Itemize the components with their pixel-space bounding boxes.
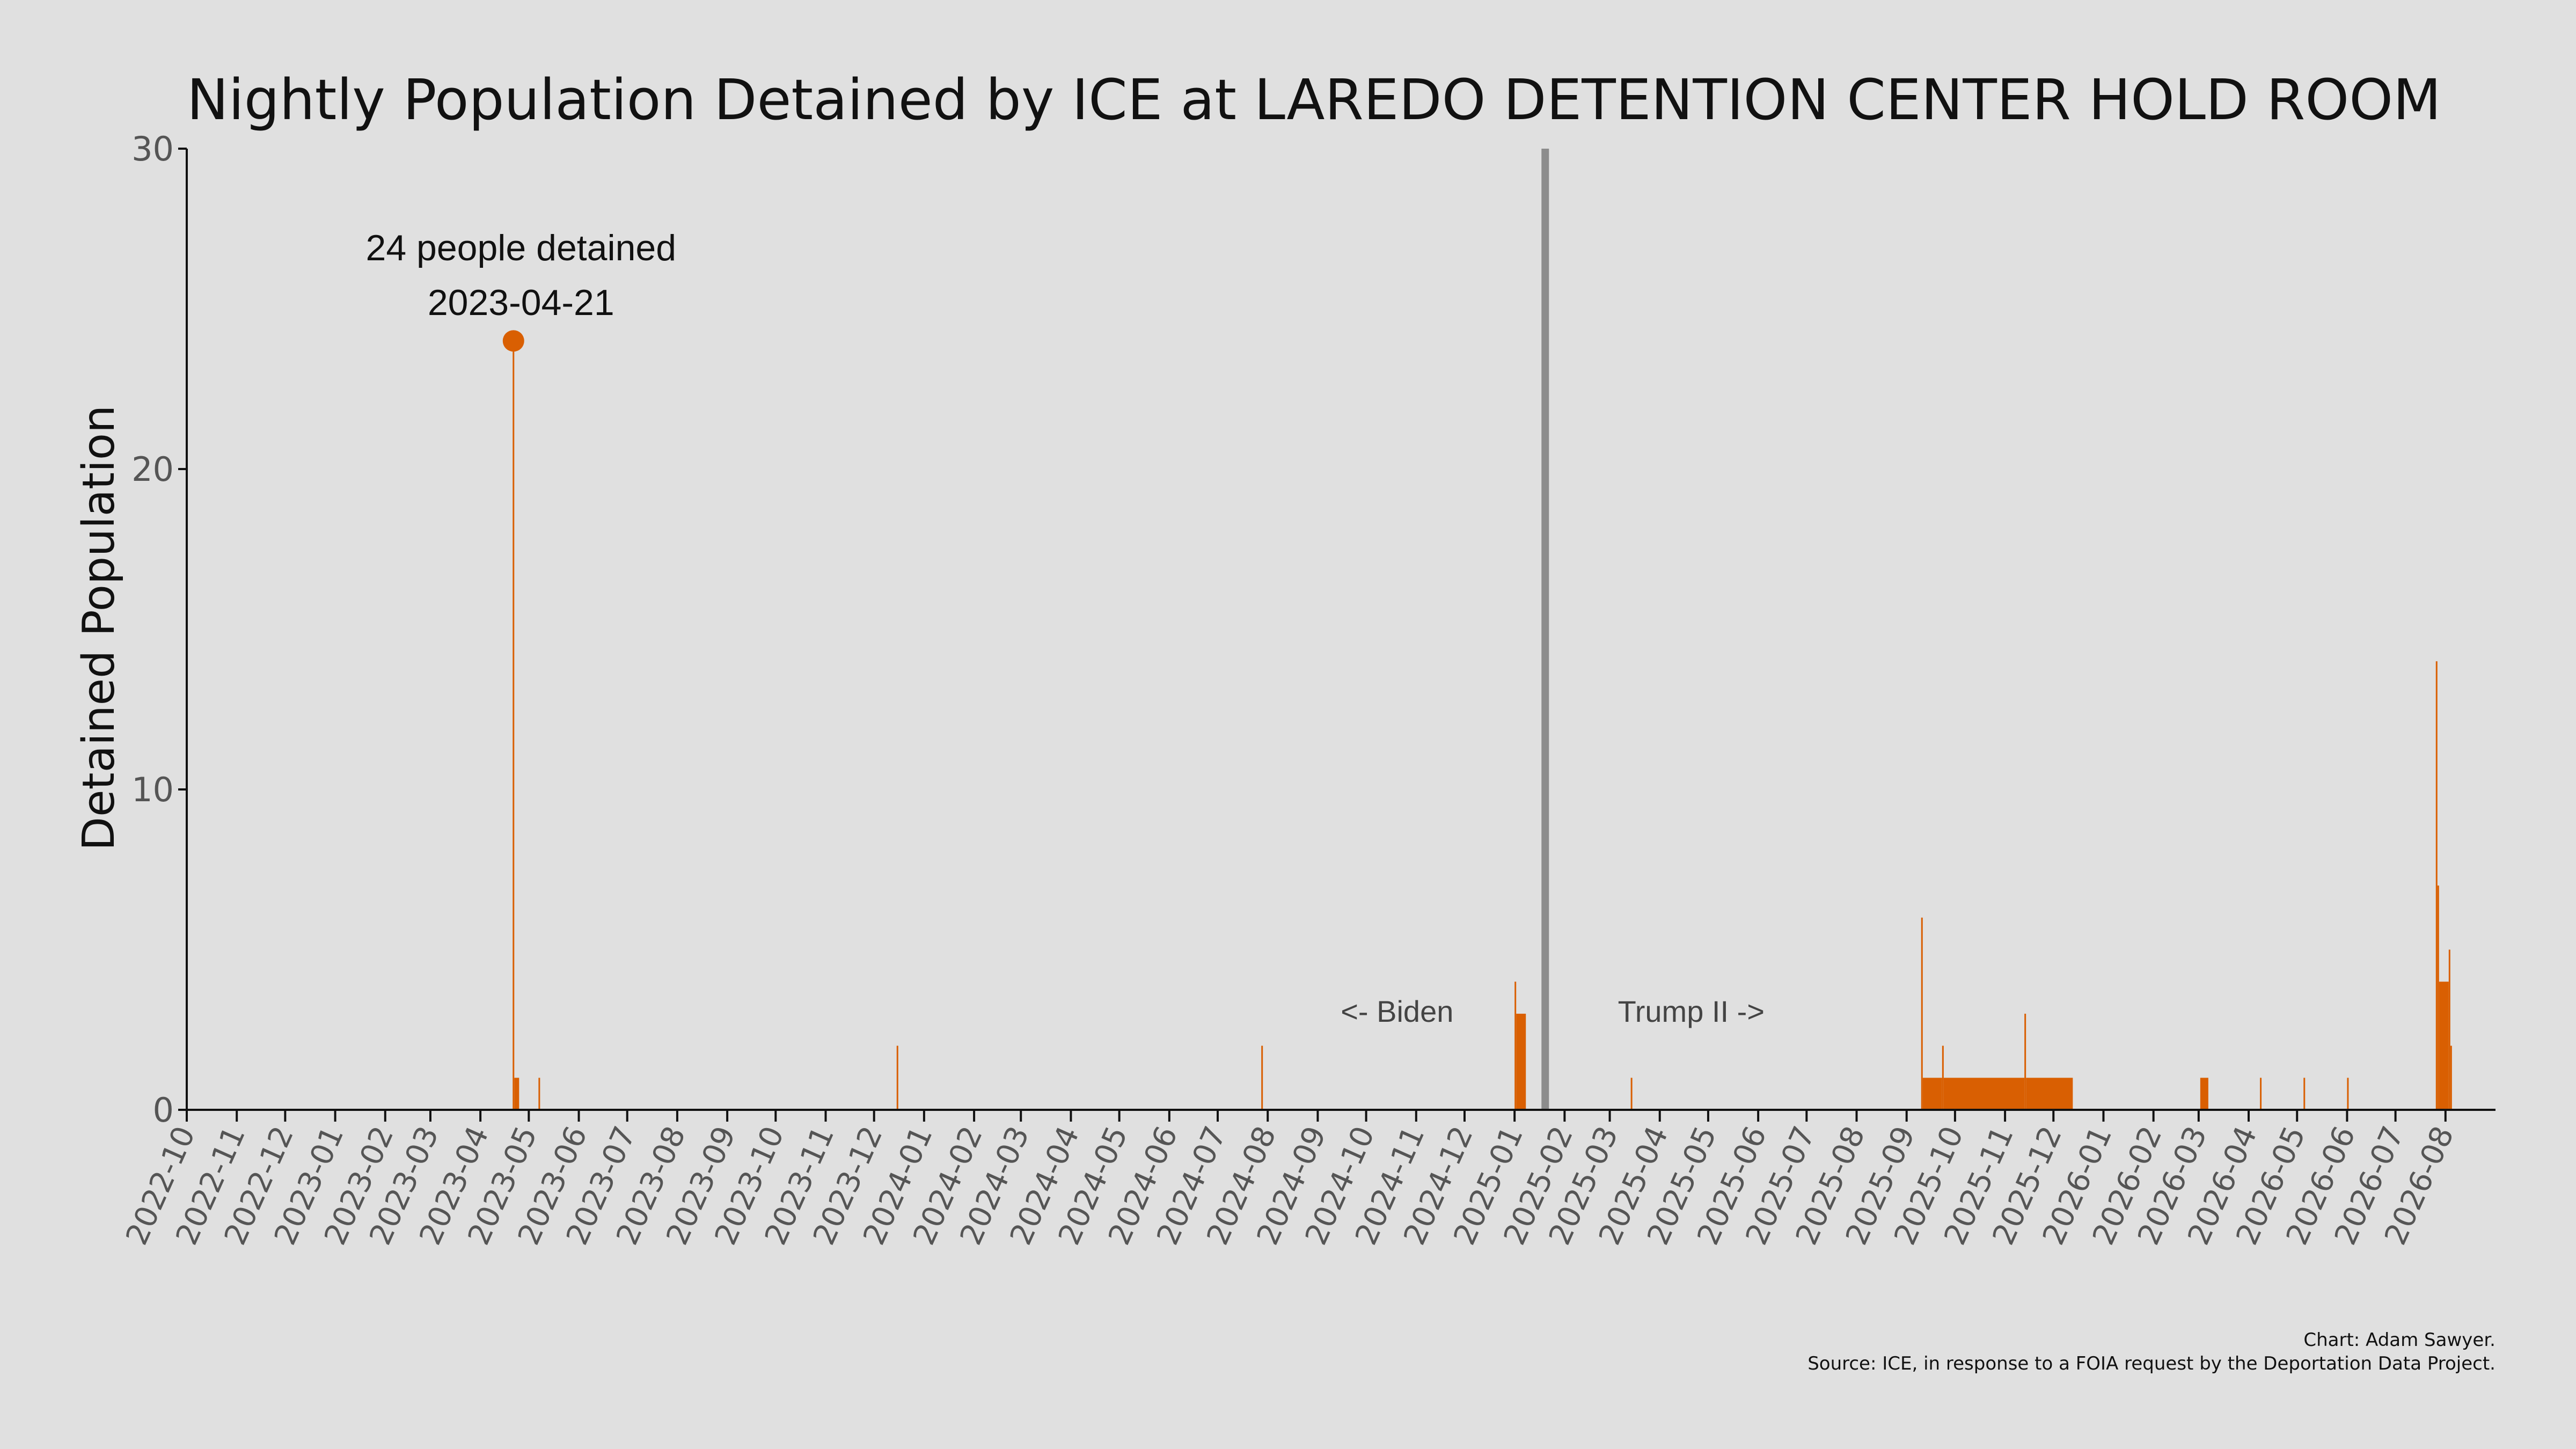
- bar: [2435, 661, 2438, 1110]
- y-tick-label: 20: [131, 450, 174, 489]
- bar: [1261, 1045, 1263, 1110]
- bar: [1514, 982, 1517, 1110]
- y-tick-label: 0: [153, 1091, 174, 1130]
- bar: [514, 1078, 519, 1110]
- bar: [513, 341, 515, 1110]
- y-tick-label: 10: [131, 770, 174, 809]
- bar: [2448, 949, 2450, 1110]
- y-axis-label: Detained Population: [74, 405, 125, 851]
- bar: [1516, 1013, 1526, 1110]
- bar: [896, 1045, 898, 1110]
- bar: [1943, 1078, 2025, 1110]
- peak-annotation-count: 24 people detained: [366, 228, 677, 268]
- chart-title: Nightly Population Detained by ICE at LA…: [187, 67, 2441, 133]
- bar: [2260, 1078, 2262, 1110]
- bar: [538, 1078, 540, 1110]
- bar: [2200, 1078, 2208, 1110]
- bar: [2450, 1045, 2452, 1110]
- bar: [1922, 1078, 1942, 1110]
- bar: [2026, 1078, 2073, 1110]
- chart-credit: Chart: Adam Sawyer.: [2303, 1329, 2496, 1351]
- bar: [2024, 1013, 2026, 1110]
- bar: [1630, 1078, 1633, 1110]
- peak-annotation-date: 2023-04-21: [428, 282, 614, 323]
- bar: [2439, 982, 2449, 1110]
- trump-era-label: Trump II ->: [1618, 994, 1765, 1028]
- bar: [2303, 1078, 2306, 1110]
- bar: [1942, 1045, 1944, 1110]
- chart-source: Source: ICE, in response to a FOIA reque…: [1807, 1353, 2496, 1374]
- peak-marker: [502, 330, 524, 352]
- bar: [2347, 1078, 2349, 1110]
- bar: [2437, 885, 2439, 1110]
- bars-layer: [513, 341, 2452, 1110]
- x-axis-ticks: 2022-102022-112022-122023-012023-022023-…: [119, 1110, 2461, 1250]
- y-tick-label: 30: [131, 129, 174, 169]
- bar: [1921, 917, 1923, 1110]
- biden-era-label: <- Biden: [1341, 994, 1453, 1028]
- y-axis-ticks: 0 10 20 30: [131, 129, 187, 1130]
